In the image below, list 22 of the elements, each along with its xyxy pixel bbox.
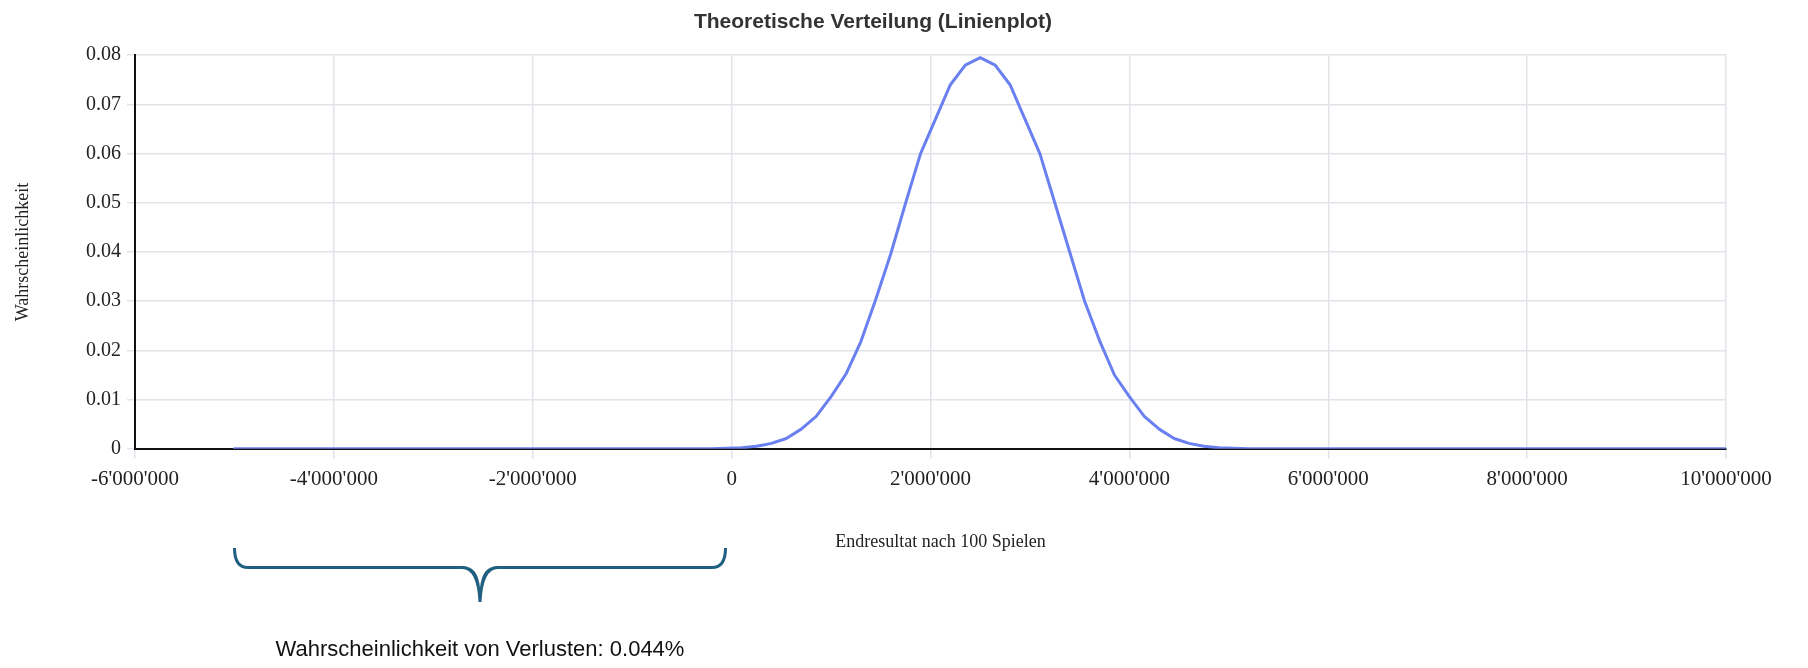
y-tick-label: 0.04 — [86, 239, 121, 262]
x-tick-label: 10'000'000 — [1680, 465, 1772, 490]
x-tick-label: -6'000'000 — [90, 465, 180, 490]
y-tick-label: 0.05 — [86, 190, 121, 213]
x-tick-label: 0 — [726, 465, 737, 490]
x-tick-label: 8'000'000 — [1486, 465, 1568, 490]
x-tick-label: -2'000'000 — [488, 465, 577, 490]
y-tick-label: 0.02 — [86, 337, 121, 360]
x-tick-label: 4'000'000 — [1088, 465, 1170, 490]
y-tick-label: 0.01 — [86, 386, 121, 409]
y-tick-label: 0 — [111, 436, 121, 459]
x-tick-label: 2'000'000 — [889, 465, 972, 490]
y-tick-label: 0.03 — [86, 288, 121, 311]
x-tick-label: -4'000'000 — [289, 465, 378, 490]
text: Wahrscheinlichkeit von Verlusten: 0.044% — [275, 636, 685, 662]
x-tick-label: 6'000'000 — [1287, 465, 1369, 490]
x-axis-title: Endresultat nach 100 Spielen — [835, 530, 1046, 551]
chart-title: Theoretische Verteilung (Linienplot) — [693, 9, 1053, 33]
y-tick-label: 0.07 — [86, 91, 121, 114]
y-tick-label: 0.06 — [86, 140, 121, 163]
y-tick-label: 0.08 — [86, 42, 121, 65]
y-axis-title: Wahrscheinlichkeit — [11, 182, 32, 322]
